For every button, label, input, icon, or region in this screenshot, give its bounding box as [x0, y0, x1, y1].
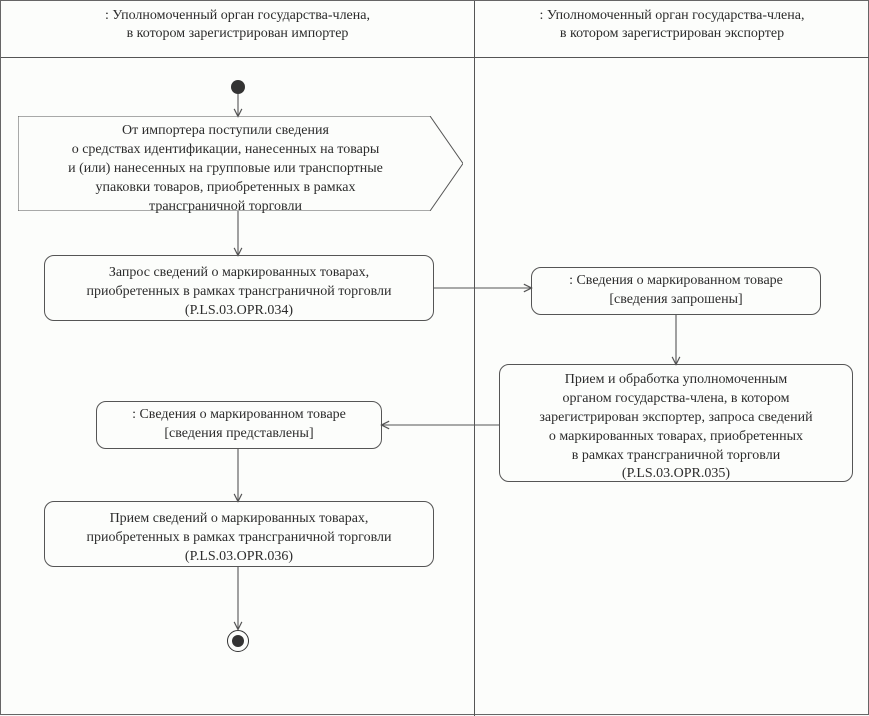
- activity-diagram: : Уполномоченный орган государства-члена…: [0, 0, 869, 715]
- lane-right-header: : Уполномоченный орган государства-члена…: [474, 1, 869, 57]
- action-opr-036-text: Прием сведений о маркированных товарах,п…: [87, 511, 392, 564]
- object-provided-text: : Сведения о маркированном товаре[сведен…: [132, 407, 346, 441]
- initial-node: [231, 80, 245, 94]
- final-node-inner: [232, 635, 244, 647]
- header-divider: [1, 57, 869, 58]
- object-requested-text: : Сведения о маркированном товаре[сведен…: [569, 273, 783, 307]
- accept-signal-text: От импортера поступили сведенияо средств…: [68, 123, 383, 214]
- action-opr-036: Прием сведений о маркированных товарах,п…: [44, 501, 434, 567]
- object-requested: : Сведения о маркированном товаре[сведен…: [531, 267, 821, 315]
- action-opr-034: Запрос сведений о маркированных товарах,…: [44, 255, 434, 321]
- action-opr-035: Прием и обработка уполномоченныморганом …: [499, 364, 853, 482]
- lane-right-title: : Уполномоченный орган государства-члена…: [540, 8, 805, 41]
- object-provided: : Сведения о маркированном товаре[сведен…: [96, 401, 382, 449]
- edges-layer: [1, 1, 869, 716]
- action-opr-034-text: Запрос сведений о маркированных товарах,…: [87, 265, 392, 318]
- accept-signal-importer-data: От импортера поступили сведенияо средств…: [18, 116, 463, 211]
- lane-left-title: : Уполномоченный орган государства-члена…: [105, 8, 370, 41]
- lane-left-header: : Уполномоченный орган государства-члена…: [1, 1, 474, 57]
- action-opr-035-text: Прием и обработка уполномоченныморганом …: [539, 372, 812, 481]
- swimlane-divider: [474, 1, 475, 716]
